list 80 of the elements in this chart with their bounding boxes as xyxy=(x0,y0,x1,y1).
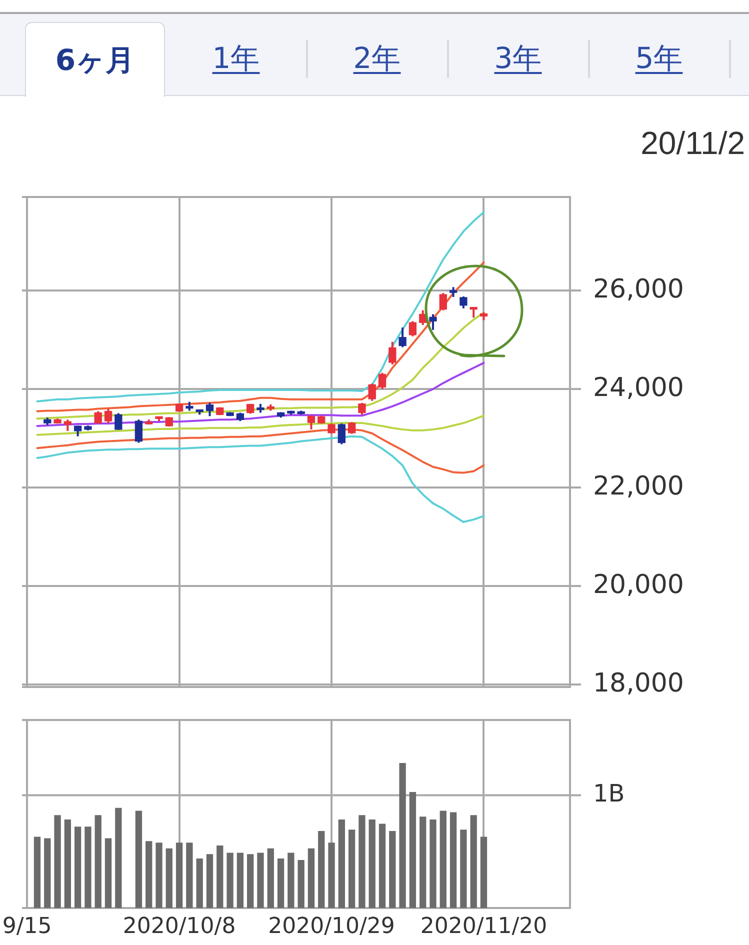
bar xyxy=(226,852,234,908)
bar xyxy=(358,815,366,908)
bar xyxy=(277,858,284,908)
bar xyxy=(176,842,183,908)
x-tick-label: 2020/11/20 xyxy=(420,914,548,939)
candlestick xyxy=(358,402,366,416)
bar xyxy=(420,816,426,908)
bar xyxy=(34,836,41,908)
candlestick xyxy=(165,416,173,428)
candlestick xyxy=(429,313,437,331)
bar xyxy=(216,845,224,908)
bar xyxy=(54,815,61,908)
ref-line-label: 1B xyxy=(593,779,625,808)
bar xyxy=(389,831,396,908)
bar xyxy=(480,836,488,908)
bar xyxy=(186,842,193,908)
y-tick-label: 26,000 xyxy=(593,274,684,304)
bar xyxy=(84,826,92,908)
bar xyxy=(338,819,345,908)
bar xyxy=(206,854,214,908)
bar xyxy=(267,848,274,908)
y-tick-label: 24,000 xyxy=(593,372,684,403)
bar xyxy=(166,848,172,908)
bar xyxy=(460,830,467,908)
bar xyxy=(135,810,142,908)
text: 20/11/2 xyxy=(640,125,745,161)
candlestick xyxy=(328,422,336,434)
bar xyxy=(156,842,162,908)
bar xyxy=(440,810,446,908)
bar xyxy=(115,808,122,908)
x-tick-label: 2020/10/8 xyxy=(122,914,236,939)
y-tick-label: 18,000 xyxy=(593,668,684,698)
candlestick xyxy=(94,410,102,425)
candlestick xyxy=(460,295,468,310)
candlestick xyxy=(307,414,316,430)
candlestick xyxy=(134,418,143,444)
bar xyxy=(257,852,264,908)
bar xyxy=(378,824,386,908)
candlestick xyxy=(348,421,356,435)
tab: 6ヶ月 xyxy=(25,22,165,97)
candlestick xyxy=(388,340,396,366)
candlestick xyxy=(398,326,406,348)
y-tick-label: 20,000 xyxy=(593,570,684,600)
candlestick xyxy=(74,424,82,438)
candlestick xyxy=(368,382,376,402)
bar xyxy=(44,838,51,908)
bar xyxy=(196,858,203,908)
candlestick xyxy=(408,320,417,338)
bar xyxy=(247,854,254,908)
candlestick xyxy=(206,402,214,418)
bar xyxy=(430,819,436,908)
x-tick-label: 2020/10/29 xyxy=(268,914,395,939)
candlestick xyxy=(439,292,447,312)
bar xyxy=(450,812,457,908)
tab-bar: 6ヶ月 1年 2年 3年 5年 xyxy=(0,12,749,96)
y-tick-label: 22,000 xyxy=(593,471,684,502)
bar xyxy=(298,860,304,908)
bar xyxy=(288,852,294,908)
candlestick xyxy=(104,408,112,424)
bar xyxy=(236,852,244,908)
bar xyxy=(74,826,82,908)
bar xyxy=(368,819,376,908)
bar xyxy=(470,815,477,908)
candlestick xyxy=(64,418,72,432)
bar xyxy=(399,763,406,908)
candlestick xyxy=(449,286,458,298)
bar xyxy=(318,831,325,908)
x-tick-label: 9/15 xyxy=(2,914,52,939)
bar xyxy=(146,841,152,908)
bar xyxy=(328,842,335,908)
candlestick xyxy=(114,412,122,431)
bar xyxy=(64,819,71,908)
bar xyxy=(104,838,112,908)
candlestick xyxy=(338,422,346,446)
candlestick xyxy=(470,306,478,319)
bar xyxy=(94,815,102,908)
candlestick xyxy=(378,372,386,390)
bar xyxy=(348,830,356,908)
bar xyxy=(409,792,416,908)
bar xyxy=(308,848,315,908)
